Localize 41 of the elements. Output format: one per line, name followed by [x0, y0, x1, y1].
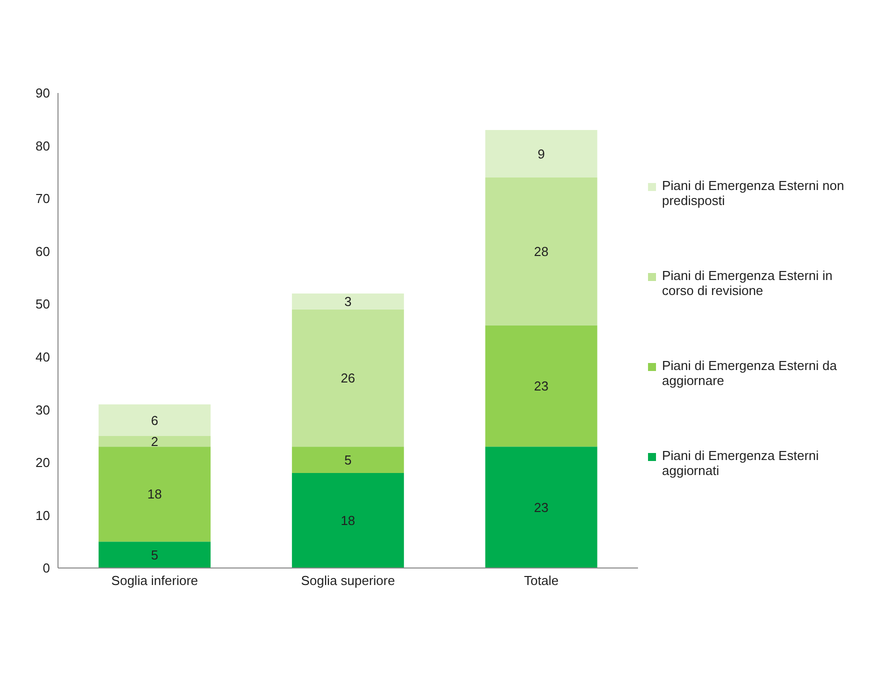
data-label: 6 [150, 412, 158, 428]
bar [98, 436, 211, 447]
x-tick-label: Soglia inferiore [111, 573, 198, 588]
y-tick-label: 30 [36, 402, 50, 418]
bar [292, 446, 404, 473]
bar [485, 446, 598, 568]
data-label: 3 [344, 294, 352, 310]
bar [292, 473, 404, 568]
y-tick-label: 90 [36, 86, 50, 101]
y-tick-label: 70 [36, 191, 50, 206]
bar [98, 446, 211, 542]
bar [485, 325, 598, 447]
data-label: 5 [150, 547, 158, 562]
legend-label: Piani di Emergenza Esterni in corso di revisione [662, 268, 834, 298]
legend-label: Piani di Emergenza Esterni da aggiornare [662, 358, 838, 388]
x-tick-label: Soglia superiore [301, 573, 395, 588]
data-label: 26 [340, 370, 356, 386]
data-label: 28 [534, 244, 548, 259]
bar [292, 309, 404, 447]
y-tick-label: 60 [36, 244, 50, 259]
bar [485, 130, 598, 178]
bar [485, 177, 598, 326]
data-label: 9 [538, 146, 545, 162]
x-tick-label: Totale [524, 573, 559, 588]
legend-label: Piani di Emergenza Esterni non predisposti [662, 178, 846, 208]
bar [98, 404, 211, 436]
y-tick-label: 40 [36, 350, 50, 365]
y-tick-label: 0 [42, 560, 50, 576]
data-label: 5 [344, 452, 352, 468]
y-tick-label: 20 [36, 455, 50, 470]
bar [98, 542, 211, 568]
data-label: 18 [340, 513, 356, 528]
data-label: 18 [147, 486, 162, 502]
y-tick-label: 50 [36, 296, 50, 312]
bar [292, 294, 404, 310]
data-label: 2 [150, 434, 158, 449]
data-label: 23 [534, 378, 548, 394]
y-tick-label: 80 [36, 138, 50, 154]
data-label: 23 [534, 500, 548, 515]
y-tick-label: 10 [36, 508, 50, 523]
legend-label: Piani di Emergenza Esterni aggiornati [662, 448, 820, 478]
